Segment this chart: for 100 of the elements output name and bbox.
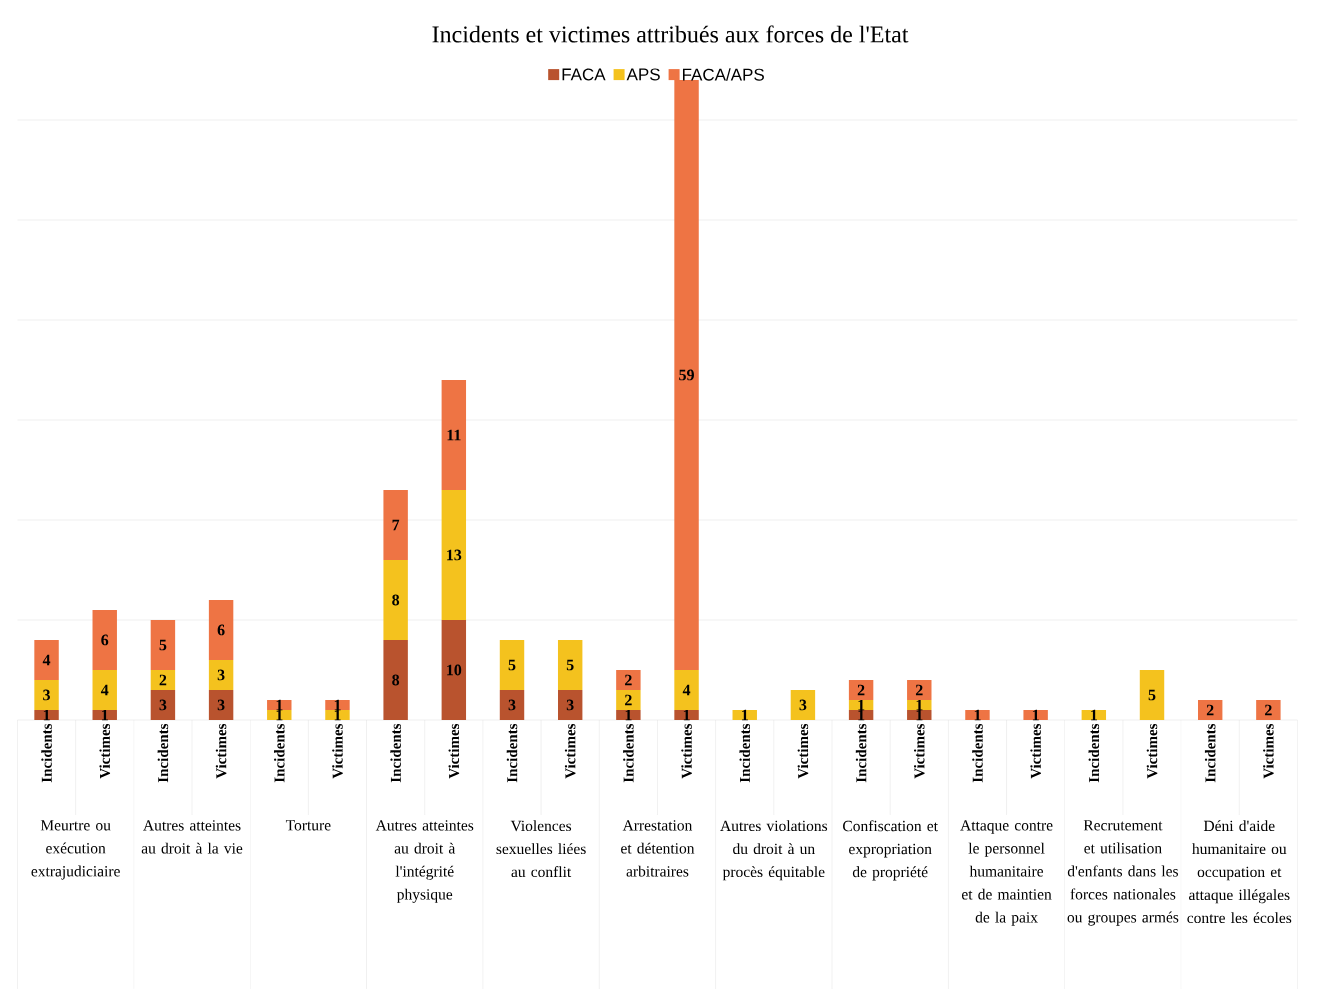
data-label: 4 bbox=[682, 684, 691, 696]
data-label: 7 bbox=[392, 519, 400, 531]
x-tick-label: Incidents bbox=[41, 723, 52, 783]
text: Recrutement et utilisation d'enfants dans les forces nationales ou groupes armés bbox=[1067, 820, 1179, 926]
bar bbox=[34, 709, 59, 720]
data-label: 1 bbox=[742, 709, 748, 721]
x-tick-label: Victimes bbox=[1030, 723, 1041, 779]
x-tick-label: Incidents bbox=[274, 723, 285, 783]
x-tick-label: Victimes bbox=[1146, 723, 1158, 779]
x-tick-label: Incidents bbox=[739, 723, 751, 783]
data-label: 3 bbox=[43, 689, 50, 701]
bar bbox=[907, 679, 932, 700]
bar bbox=[441, 489, 467, 620]
text: Attaque contre le personnel humanitaire et de maintien de la paix bbox=[960, 820, 1053, 926]
x-tick-label: Incidents bbox=[623, 723, 634, 783]
data-label: 2 bbox=[915, 684, 923, 696]
data-label: 1 bbox=[683, 709, 690, 721]
bar bbox=[150, 689, 176, 720]
x-tick-label: Victimes bbox=[448, 723, 460, 779]
data-label: 5 bbox=[566, 659, 574, 671]
data-label: 59 bbox=[679, 369, 694, 381]
data-label: 1 bbox=[276, 699, 283, 711]
data-label: 1 bbox=[102, 709, 108, 721]
data-label: 13 bbox=[447, 549, 462, 561]
bar bbox=[150, 669, 176, 690]
data-label: 11 bbox=[447, 429, 461, 441]
legend-label: FACA/APS bbox=[682, 68, 764, 81]
data-label: 1 bbox=[974, 709, 981, 721]
data-label: 4 bbox=[42, 654, 51, 666]
bar bbox=[499, 639, 525, 690]
bar bbox=[92, 609, 117, 670]
x-tick-label: Incidents bbox=[506, 723, 518, 783]
data-label: 3 bbox=[508, 699, 516, 711]
data-label: 1 bbox=[1032, 709, 1039, 721]
bar bbox=[616, 669, 641, 690]
bar bbox=[674, 669, 699, 710]
x-tick-label: Victimes bbox=[215, 723, 227, 779]
bar bbox=[325, 709, 350, 720]
bar bbox=[34, 679, 59, 710]
data-label: 6 bbox=[101, 634, 109, 646]
data-label: 1 bbox=[858, 699, 865, 711]
x-tick-label: Incidents bbox=[972, 723, 983, 783]
data-label: 2 bbox=[1265, 704, 1272, 716]
bar bbox=[34, 639, 59, 680]
bar bbox=[616, 689, 641, 710]
x-tick-label: Victimes bbox=[913, 723, 925, 779]
x-tick-label: Victimes bbox=[1263, 723, 1274, 779]
bar bbox=[965, 709, 990, 720]
legend-label: APS bbox=[626, 68, 660, 81]
data-label: 3 bbox=[217, 699, 225, 711]
text: Meurtre ou exécution extrajudiciaire bbox=[31, 820, 120, 880]
data-label: 8 bbox=[392, 594, 400, 606]
data-label: 4 bbox=[100, 684, 109, 696]
bar bbox=[557, 689, 583, 720]
data-label: 1 bbox=[334, 699, 341, 711]
x-tick-label: Victimes bbox=[564, 723, 576, 779]
data-label: 1 bbox=[916, 699, 923, 711]
x-tick-label: Incidents bbox=[390, 723, 401, 783]
x-tick-label: Victimes bbox=[681, 723, 692, 779]
text: Autres violations du droit à un procès équitable bbox=[720, 820, 828, 881]
data-label: 1 bbox=[334, 709, 341, 721]
bar bbox=[674, 709, 699, 720]
x-tick-label: Incidents bbox=[1204, 723, 1216, 783]
bar bbox=[1023, 709, 1048, 720]
data-label: 5 bbox=[1148, 689, 1156, 701]
data-label: 1 bbox=[916, 709, 923, 721]
bar bbox=[499, 689, 525, 720]
x-tick-label: Victimes bbox=[797, 723, 809, 779]
text: Arrestation et détention arbitraires bbox=[621, 820, 695, 877]
data-label: 1 bbox=[276, 709, 283, 721]
data-label: 2 bbox=[625, 674, 632, 686]
text: Confiscation et expropriation de propriété bbox=[843, 820, 938, 881]
bar bbox=[441, 619, 467, 720]
x-tick-label: Incidents bbox=[1088, 723, 1100, 783]
data-label: 2 bbox=[857, 684, 865, 696]
x-tick-label: Incidents bbox=[157, 723, 169, 783]
data-label: 1 bbox=[43, 709, 50, 721]
bar bbox=[208, 689, 234, 720]
data-label: 5 bbox=[508, 659, 516, 671]
x-tick-label: Victimes bbox=[332, 723, 343, 779]
bar bbox=[1197, 699, 1223, 720]
bar bbox=[441, 379, 467, 490]
data-label: 5 bbox=[159, 639, 167, 651]
text: Autres atteintes au droit à l'intégrité physique bbox=[375, 820, 474, 903]
data-label: 2 bbox=[1206, 704, 1214, 716]
bar bbox=[790, 689, 816, 720]
chart-title: Incidents et victimes attribués aux forces de l'Etat bbox=[432, 25, 909, 43]
data-label: 3 bbox=[159, 699, 167, 711]
data-label: 1 bbox=[625, 709, 632, 721]
bar bbox=[208, 599, 234, 660]
x-tick-label: Incidents bbox=[855, 723, 867, 783]
data-label: 2 bbox=[625, 694, 632, 706]
bar bbox=[150, 619, 176, 670]
data-label: 3 bbox=[217, 669, 225, 681]
text: Déni d'aide humanitaire ou occupation et attaque illégales contre les écoles bbox=[1187, 820, 1292, 924]
data-label: 8 bbox=[392, 674, 400, 686]
legend-label: FACA bbox=[562, 68, 606, 81]
text: Autres atteintes au droit à la vie bbox=[141, 820, 243, 854]
bar bbox=[383, 559, 408, 640]
bar bbox=[325, 699, 350, 710]
